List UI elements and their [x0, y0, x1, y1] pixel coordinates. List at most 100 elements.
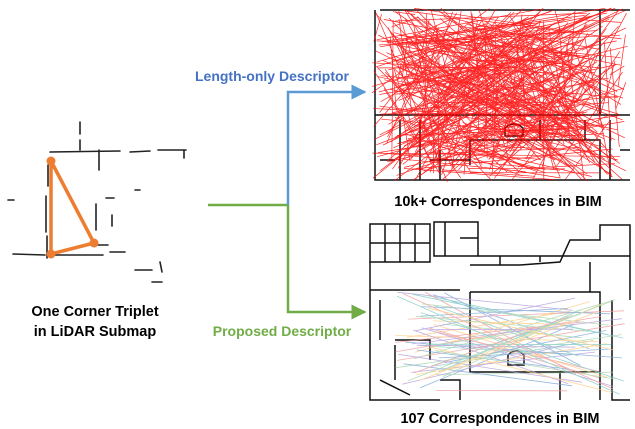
correspondence-line: [395, 90, 437, 95]
correspondence-line: [527, 163, 615, 169]
correspondence-line: [499, 129, 574, 168]
correspondence-line: [458, 25, 548, 40]
left-caption-line1: One Corner Triplet: [31, 304, 158, 320]
correspondence-line: [537, 21, 587, 117]
blue-arrow: [286, 84, 367, 205]
correspondence-line: [422, 143, 432, 165]
length-only-label: Length-only Descriptor: [195, 68, 350, 84]
correspondence-line: [396, 295, 620, 395]
correspondence-line: [377, 76, 519, 107]
correspondence-line: [404, 17, 433, 64]
correspondence-line: [441, 105, 580, 149]
correspondence-line: [435, 350, 616, 380]
correspondence-line: [398, 7, 612, 101]
sparse-correspondences: [395, 291, 625, 395]
correspondence-line: [415, 297, 576, 332]
correspondence-line: [531, 79, 585, 181]
correspondence-line: [442, 169, 536, 177]
correspondence-line: [440, 8, 570, 135]
branch-connector: [208, 84, 367, 320]
correspondence-line: [403, 168, 555, 180]
correspondence-line: [432, 50, 468, 54]
correspondence-line: [449, 79, 557, 99]
correspondence-line: [492, 71, 623, 121]
correspondence-line: [376, 8, 540, 41]
correspondence-line: [411, 318, 622, 345]
correspondence-line: [575, 70, 618, 92]
correspondence-line: [380, 75, 618, 98]
correspondence-line: [484, 64, 617, 95]
correspondence-line: [514, 67, 561, 178]
triplet-corner-3: [46, 249, 56, 259]
correspondence-line: [413, 24, 440, 172]
correspondence-line: [372, 62, 553, 74]
correspondence-line: [425, 343, 612, 346]
correspondence-line: [414, 8, 588, 182]
correspondence-line: [465, 22, 600, 90]
corner-triplet: [46, 156, 99, 259]
correspondence-line: [542, 15, 600, 45]
correspondence-line: [513, 29, 529, 116]
bim-map-bottom: [369, 221, 631, 401]
correspondence-line: [391, 19, 394, 162]
correspondence-line: [386, 38, 411, 44]
green-arrow: [286, 205, 367, 320]
correspondence-line: [420, 306, 611, 315]
correspondence-line: [393, 118, 463, 149]
correspondence-line: [572, 43, 605, 131]
correspondence-line: [390, 26, 543, 143]
correspondence-line: [397, 19, 483, 169]
correspondence-line: [395, 335, 598, 342]
correspondence-line: [449, 141, 546, 174]
correspondence-line: [413, 316, 569, 374]
correspondence-line: [402, 18, 453, 42]
correspondence-line: [558, 26, 571, 144]
correspondence-line: [372, 50, 532, 179]
correspondence-line: [397, 291, 573, 311]
correspondence-line: [606, 128, 625, 139]
correspondence-line: [412, 113, 433, 147]
correspondence-line: [452, 17, 550, 43]
correspondence-line: [459, 12, 607, 44]
top-caption: 10k+ Correspondences in BIM: [394, 194, 602, 210]
correspondence-line: [379, 105, 553, 130]
correspondence-line: [464, 75, 498, 116]
correspondence-line: [392, 11, 416, 15]
correspondence-line: [375, 50, 404, 66]
correspondence-line: [401, 46, 403, 55]
correspondence-line: [469, 144, 596, 152]
correspondence-line: [387, 27, 440, 132]
correspondence-line: [379, 13, 590, 172]
correspondence-line: [530, 16, 610, 58]
correspondence-line: [542, 50, 579, 132]
correspondence-line: [576, 80, 592, 97]
correspondence-line: [410, 12, 512, 114]
correspondence-line: [398, 10, 436, 140]
correspondence-line: [410, 13, 494, 87]
correspondence-line: [463, 92, 575, 142]
correspondence-line: [381, 15, 585, 42]
correspondence-line: [604, 42, 612, 141]
correspondence-line: [407, 300, 614, 382]
correspondence-line: [421, 327, 614, 387]
dense-correspondences: [371, 7, 628, 182]
correspondence-line: [393, 58, 576, 118]
correspondence-line: [468, 30, 521, 53]
correspondence-line: [395, 12, 587, 22]
correspondence-line: [401, 36, 409, 82]
correspondence-line: [541, 33, 571, 146]
correspondence-line: [437, 86, 500, 126]
correspondence-line: [517, 138, 590, 168]
correspondence-line: [583, 19, 622, 23]
correspondence-line: [549, 55, 596, 145]
correspondence-line: [405, 26, 537, 129]
correspondence-line: [486, 55, 536, 96]
correspondence-line: [428, 307, 615, 351]
correspondence-line: [408, 49, 605, 140]
correspondence-line: [414, 9, 496, 153]
proposed-label: Proposed Descriptor: [213, 323, 352, 339]
correspondence-line: [442, 29, 480, 100]
correspondence-line: [373, 108, 570, 119]
correspondence-line: [429, 328, 574, 331]
